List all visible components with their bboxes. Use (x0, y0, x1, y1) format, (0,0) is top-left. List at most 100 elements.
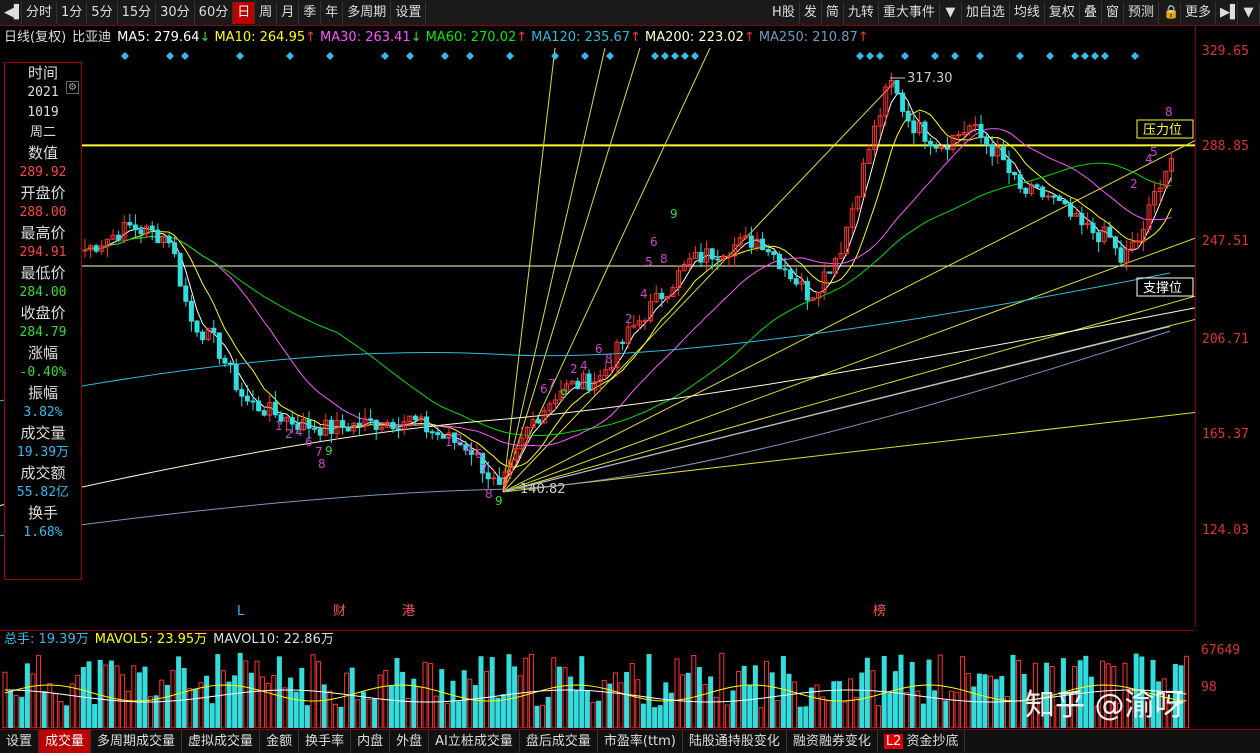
menu-chevron-icon[interactable]: ▼ (1238, 1, 1260, 24)
period-btn-10[interactable]: 年 (321, 1, 344, 24)
volume-bar (808, 687, 814, 728)
volume-chart[interactable] (0, 648, 1195, 728)
period-btn-5[interactable]: 60分 (195, 1, 234, 24)
volume-bar (926, 659, 932, 728)
candle-body (944, 147, 950, 150)
period-btn-1[interactable]: 1分 (57, 1, 88, 24)
volume-bar (736, 671, 742, 728)
volume-bar (209, 703, 215, 728)
nine-count-23: 5 (645, 255, 653, 269)
volume-bar (58, 701, 64, 728)
candle-body (384, 422, 390, 428)
candle-body (793, 278, 799, 285)
volume-bar (394, 658, 400, 728)
period-btn-8[interactable]: 月 (277, 1, 300, 24)
period-btn-2[interactable]: 5分 (87, 1, 118, 24)
tab-6[interactable]: 内盘 (351, 729, 391, 753)
ma-arrow-icon: ↓ (410, 30, 422, 45)
low-label: 140.82 (520, 482, 566, 497)
volume-bar (814, 684, 820, 728)
candle-body (676, 270, 682, 289)
candle-body (653, 292, 659, 303)
tab-7[interactable]: 外盘 (390, 729, 430, 753)
candle-body (541, 410, 547, 424)
tab-8[interactable]: AI立桩成交量 (429, 729, 520, 753)
tool-btn-8[interactable]: 叠 (1080, 1, 1102, 24)
tool-btn-6[interactable]: 均线 (1010, 1, 1045, 24)
period-btn-3[interactable]: 15分 (118, 1, 157, 24)
volume-bar (948, 690, 954, 728)
tab-1[interactable]: 成交量 (39, 729, 92, 753)
period-btn-6[interactable]: 日 (233, 1, 256, 24)
tab-0[interactable]: 设置 (0, 729, 40, 753)
period-btn-4[interactable]: 30分 (156, 1, 195, 24)
next-icon[interactable]: ▶▌ (1216, 1, 1240, 24)
candle-body (144, 225, 150, 235)
tab-2[interactable]: 多周期成交量 (91, 729, 183, 753)
tab-12[interactable]: 融资融券变化 (787, 729, 878, 753)
candle-body (138, 229, 144, 235)
volume-bar (64, 705, 70, 728)
candle-body (782, 268, 788, 271)
gear-icon[interactable]: ⚙ (66, 81, 79, 94)
price-tick-3: 206.71 (1202, 332, 1249, 347)
tab-3[interactable]: 虚拟成交量 (182, 729, 261, 753)
volume-bar (142, 666, 148, 728)
tool-btn-2[interactable]: 简 (822, 1, 844, 24)
candle-body (625, 326, 631, 344)
candle-body (250, 400, 256, 403)
period-btn-9[interactable]: 季 (299, 1, 322, 24)
panel-value-10-0: 1.68% (23, 525, 63, 540)
candle-body (664, 296, 670, 300)
tab-10[interactable]: 市盈率(ttm) (598, 729, 683, 753)
dropdown-icon[interactable]: ▼ (940, 1, 962, 24)
tool-btn-0[interactable]: H股 (768, 1, 800, 24)
prev-icon[interactable]: ◀▌ (0, 1, 24, 24)
candle-body (586, 373, 592, 391)
period-btn-11[interactable]: 多周期 (343, 1, 392, 24)
volume-bar (248, 672, 254, 728)
tab-5[interactable]: 换手率 (299, 729, 352, 753)
tab-11[interactable]: 陆股通持股变化 (683, 729, 787, 753)
candle-body (239, 389, 245, 397)
candle-body (368, 418, 374, 421)
period-btn-7[interactable]: 周 (255, 1, 278, 24)
tool-btn-7[interactable]: 复权 (1045, 1, 1080, 24)
tab-13[interactable]: L2 资金抄底 (878, 729, 966, 753)
panel-label-0: 时间 (27, 64, 58, 82)
candle-body (272, 401, 278, 416)
candle-body (620, 341, 626, 344)
tool-btn-9[interactable]: 窗 (1102, 1, 1124, 24)
candle-body (1107, 226, 1113, 238)
volume-bar (534, 705, 540, 728)
candle-body (827, 271, 833, 274)
candle-body (687, 258, 693, 265)
candle-body (670, 287, 676, 298)
tool-btn-3[interactable]: 九转 (844, 1, 879, 24)
volume-bar (439, 669, 445, 728)
support-label: 支撑位 (1143, 281, 1182, 296)
candle-body (732, 244, 738, 257)
tool-btn-4[interactable]: 重大事件 (879, 1, 940, 24)
period-btn-0[interactable]: 分时 (22, 1, 58, 24)
period-btn-12[interactable]: 设置 (391, 1, 427, 24)
tool-btn-10[interactable]: 预测 (1124, 1, 1159, 24)
tool-btn-5[interactable]: 加自选 (962, 1, 1010, 24)
signal-diamond-icon (506, 52, 514, 60)
tool-btn-11[interactable]: 更多 (1181, 1, 1216, 24)
volume-bar (635, 679, 641, 728)
volume-bar (170, 669, 176, 728)
volume-bar (545, 696, 551, 728)
volume-bar (1094, 705, 1100, 728)
candle-body (228, 362, 234, 366)
volume-bar (148, 696, 154, 728)
nine-count-0: 1 (275, 419, 283, 433)
panel-value-0-1: 1019 (27, 105, 59, 120)
tab-9[interactable]: 盘后成交量 (520, 729, 598, 753)
lock-icon[interactable]: 🔒 (1159, 1, 1181, 24)
tool-btn-1[interactable]: 发 (800, 1, 822, 24)
nine-count-5: 8 (318, 457, 326, 471)
candle-body (155, 229, 161, 243)
tab-4[interactable]: 金额 (260, 729, 300, 753)
